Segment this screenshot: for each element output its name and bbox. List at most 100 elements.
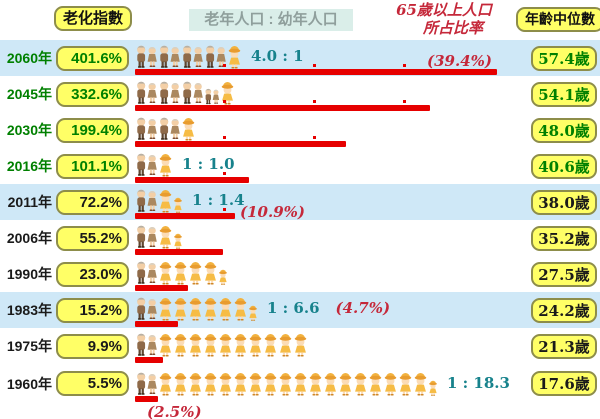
aging-index-box: 72.2%	[56, 189, 129, 215]
year-row: 2016年 101.1% 1 : 1.0 40.6歲	[0, 148, 600, 184]
child-icon	[158, 225, 173, 249]
median-age-value: 21.3歲	[538, 337, 590, 356]
population-icons	[135, 115, 196, 141]
median-age-box: 40.6歲	[531, 153, 597, 179]
child-icon	[173, 261, 188, 285]
child-icon	[353, 372, 368, 396]
bar-tick	[223, 136, 226, 139]
aging-index-box: 401.6%	[56, 45, 129, 71]
elderly-vs-young-legend: 老年人口 : 幼年人口	[189, 9, 353, 31]
elderly-share-bar	[135, 321, 178, 327]
child-icon	[263, 372, 278, 396]
child-icon	[383, 372, 398, 396]
elderly-share-bar	[135, 177, 249, 183]
median-age-value: 54.1歲	[538, 85, 590, 104]
bar-tick	[223, 100, 226, 103]
aging-index-value: 401.6%	[71, 49, 122, 67]
child-icon	[323, 372, 338, 396]
child-icon	[368, 372, 383, 396]
row-content	[135, 112, 531, 148]
elderly-share-percentage: (4.7%)	[335, 299, 391, 317]
elderly-share-percentage: (10.9%)	[240, 203, 305, 221]
aging-index-value: 15.2%	[79, 301, 122, 319]
population-icons	[135, 79, 235, 105]
child-icon	[233, 372, 248, 396]
child-icon	[203, 372, 218, 396]
year-row: 2030年 199.4% 48.0歲	[0, 112, 600, 148]
median-age-box: 17.6歲	[531, 371, 597, 396]
elderly-share-bar	[135, 141, 346, 147]
year-label: 2016年	[6, 158, 52, 174]
child-icon	[188, 297, 203, 321]
population-icons: 1 : 6.6 (4.7%)	[135, 295, 390, 321]
median-age-value: 17.6歲	[538, 375, 590, 393]
child-icon	[188, 261, 203, 285]
elderly-share-note-line2: 所占比率	[422, 19, 483, 37]
child-icon	[203, 297, 218, 321]
child-icon	[248, 305, 258, 321]
year-label: 2030年	[6, 122, 52, 138]
aging-index-value: 101.1%	[71, 157, 122, 175]
elderly-couple-icon	[158, 43, 181, 69]
row-content: 1 : 6.6 (4.7%)	[135, 292, 531, 328]
elderly-couple-icon	[158, 79, 181, 105]
child-icon	[181, 117, 196, 141]
row-content	[135, 220, 531, 256]
median-age-box: 54.1歲	[531, 81, 597, 107]
median-age-value: 38.0歲	[538, 193, 590, 212]
child-icon	[263, 333, 278, 357]
elderly-couple-icon	[135, 295, 158, 321]
child-icon	[293, 372, 308, 396]
year-row: 1990年 23.0% 27.5歲	[0, 256, 600, 292]
year-label: 2006年	[6, 230, 52, 246]
population-icons: 1 : 1.4	[135, 187, 245, 213]
aging-index-box: 101.1%	[56, 153, 129, 179]
bar-tick	[223, 208, 226, 211]
child-icon	[428, 380, 438, 396]
child-icon	[203, 333, 218, 357]
elderly-share-bar	[135, 105, 430, 111]
elderly-couple-icon	[135, 187, 158, 213]
year-row: 2006年 55.2% 35.2歲	[0, 220, 600, 256]
ratio-label: 1 : 1.4	[192, 191, 245, 209]
aging-index-box: 23.0%	[56, 261, 129, 287]
population-icons	[135, 259, 228, 285]
child-icon	[218, 372, 233, 396]
child-icon	[173, 297, 188, 321]
child-icon	[413, 372, 428, 396]
median-age-header: 年齡中位數	[516, 7, 600, 32]
median-age-box: 27.5歲	[531, 261, 597, 287]
elderly-couple-icon	[135, 370, 158, 396]
median-age-box: 38.0歲	[531, 189, 597, 215]
aging-index-value: 332.6%	[71, 85, 122, 103]
median-age-box: 24.2歲	[531, 297, 597, 323]
row-content	[135, 76, 531, 112]
median-age-box: 35.2歲	[531, 225, 597, 251]
aging-index-value: 199.4%	[71, 121, 122, 139]
child-icon	[248, 333, 263, 357]
median-age-box: 21.3歲	[531, 333, 597, 359]
child-icon	[188, 372, 203, 396]
elderly-couple-icon	[135, 79, 158, 105]
row-content: 1 : 1.4 (10.9%)	[135, 184, 531, 221]
child-icon	[278, 333, 293, 357]
child-icon	[227, 45, 242, 69]
year-row: 2045年 332.6% 54.1歲	[0, 76, 600, 112]
elderly-couple-icon	[135, 151, 158, 177]
elderly-share-percentage: (2.5%)	[147, 403, 202, 419]
year-row: 1983年 15.2% 1 : 6.6 (4.7%) 24.2歲	[0, 292, 600, 328]
aging-index-value: 72.2%	[79, 193, 122, 211]
median-age-value: 24.2歲	[538, 301, 590, 320]
child-icon	[173, 372, 188, 396]
year-label: 1975年	[6, 338, 52, 354]
elderly-share-bar	[135, 285, 188, 291]
ratio-label: 4.0 : 1	[251, 47, 304, 65]
child-icon	[218, 297, 233, 321]
aging-index-box: 5.5%	[56, 371, 129, 396]
child-icon	[293, 333, 308, 357]
aging-index-box: 9.9%	[56, 333, 129, 359]
bar-tick	[403, 100, 406, 103]
elderly-share-bar	[135, 69, 497, 75]
elderly-couple-icon	[158, 115, 181, 141]
elderly-couple-icon	[181, 79, 204, 105]
